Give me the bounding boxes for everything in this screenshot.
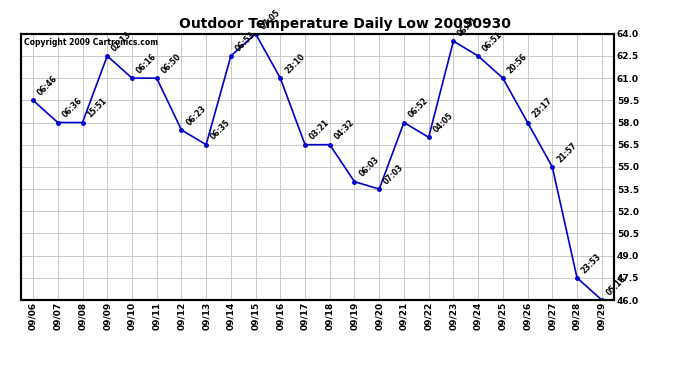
Text: 06:36: 06:36	[61, 96, 84, 120]
Text: 06:03: 06:03	[357, 156, 381, 179]
Text: 06:46: 06:46	[36, 74, 59, 98]
Text: 06:41: 06:41	[456, 15, 480, 38]
Text: 23:17: 23:17	[531, 96, 554, 120]
Text: 06:53: 06:53	[234, 30, 257, 53]
Text: 04:05: 04:05	[431, 111, 455, 135]
Text: 02:13: 02:13	[110, 30, 133, 53]
Text: 20:56: 20:56	[506, 52, 529, 75]
Text: 06:50: 06:50	[159, 52, 183, 75]
Text: 03:21: 03:21	[308, 118, 331, 142]
Text: Outdoor Temperature Daily Low 20090930: Outdoor Temperature Daily Low 20090930	[179, 17, 511, 31]
Text: 06:52: 06:52	[406, 96, 430, 120]
Text: 21:57: 21:57	[555, 141, 578, 164]
Text: 06:51: 06:51	[481, 30, 504, 53]
Text: 23:10: 23:10	[283, 52, 306, 75]
Text: 23:53: 23:53	[580, 252, 603, 275]
Text: 06:23: 06:23	[184, 104, 208, 127]
Text: Copyright 2009 Cartronics.com: Copyright 2009 Cartronics.com	[23, 38, 158, 47]
Text: 15:51: 15:51	[86, 96, 108, 120]
Text: 07:03: 07:03	[382, 163, 406, 186]
Text: 05:16: 05:16	[604, 274, 628, 297]
Text: 04:32: 04:32	[333, 118, 356, 142]
Text: 07:05: 07:05	[258, 8, 282, 31]
Text: 06:35: 06:35	[209, 118, 233, 142]
Text: 06:16: 06:16	[135, 52, 158, 75]
